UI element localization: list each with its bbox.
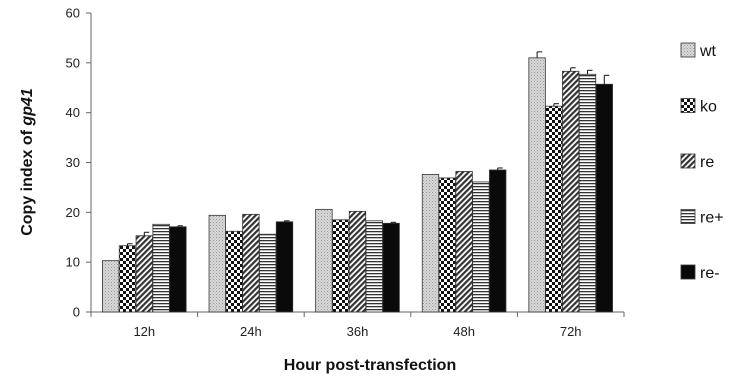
bar-re-72h <box>562 70 580 313</box>
bar-wt-24h <box>208 214 226 313</box>
bar-ko-36h <box>332 219 350 313</box>
bar-ko-48h <box>438 177 456 313</box>
legend-swatch-ko <box>680 98 696 113</box>
bar-wt-12h <box>102 260 120 313</box>
bar-ko-72h <box>545 105 563 313</box>
bar-reminus-12h <box>169 226 187 313</box>
legend-label: wt <box>699 43 717 60</box>
x-tick-label: 12h <box>133 324 155 339</box>
bar-ko-24h <box>225 230 243 313</box>
x-tick-label: 24h <box>240 324 262 339</box>
legend: wt ko re re+ re- <box>680 42 724 282</box>
bar-reminus-36h <box>382 222 400 313</box>
y-axis-title-prefix: Copy index of <box>19 126 36 236</box>
y-tick-label: 30 <box>66 155 80 170</box>
bars <box>102 57 613 313</box>
legend-swatch-reminus <box>680 264 696 280</box>
bar-replus-12h <box>152 223 170 313</box>
y-tick-label: 20 <box>66 205 80 220</box>
y-axis-title: Copy index of gp41 <box>19 88 36 236</box>
bar-reminus-24h <box>275 221 294 313</box>
x-axis: 12h 24h 36h 48h 72h <box>90 311 625 339</box>
bar-wt-36h <box>315 208 333 313</box>
y-tick-label: 10 <box>66 255 80 270</box>
x-axis-title: Hour post-transfection <box>284 357 456 374</box>
bar-replus-72h <box>578 73 597 313</box>
y-tick-label: 50 <box>66 55 80 70</box>
bar-wt-48h <box>421 174 440 313</box>
bar-replus-36h <box>365 220 383 313</box>
legend-swatch-replus <box>680 209 696 224</box>
y-tick-label: 0 <box>73 305 80 320</box>
bar-ko-12h <box>118 245 137 313</box>
bar-wt-72h <box>528 57 546 313</box>
bar-reminus-48h <box>489 169 507 313</box>
legend-label: re <box>700 154 714 171</box>
x-tick-label: 48h <box>453 324 475 339</box>
bar-replus-24h <box>259 233 277 313</box>
legend-swatch-wt <box>680 42 696 58</box>
error-bars <box>127 51 610 246</box>
x-ticks: 12h 24h 36h 48h 72h <box>90 312 625 339</box>
bar-re-36h <box>348 210 367 313</box>
x-tick-label: 36h <box>347 324 369 339</box>
y-axis: 0 10 20 30 40 50 60 <box>66 6 92 320</box>
legend-swatch-re <box>680 153 696 169</box>
x-tick-label: 72h <box>560 324 582 339</box>
bar-re-12h <box>135 235 153 313</box>
bar-re-24h <box>242 213 260 313</box>
y-axis-title-italic: gp41 <box>19 88 36 126</box>
legend-label: ko <box>700 99 717 116</box>
y-ticks: 0 10 20 30 40 50 60 <box>66 6 91 320</box>
bar-replus-48h <box>472 181 490 313</box>
legend-label: re+ <box>700 210 724 227</box>
y-tick-label: 40 <box>66 105 80 120</box>
bar-reminus-72h <box>595 83 613 313</box>
bar-re-48h <box>455 171 473 313</box>
legend-label: re- <box>700 265 720 282</box>
y-tick-label: 60 <box>66 6 80 21</box>
